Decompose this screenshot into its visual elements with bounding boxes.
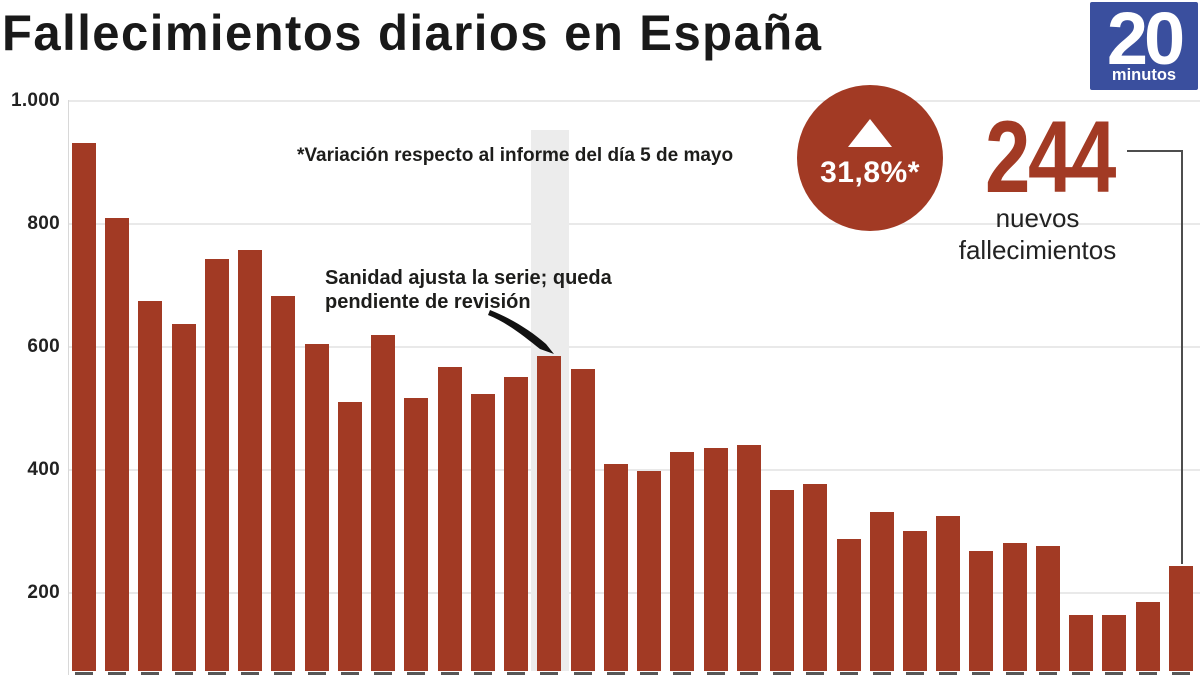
bar: [138, 301, 163, 671]
bar: [770, 490, 795, 671]
cropped-x-label-fragment: [241, 672, 260, 675]
footnote-variacion: *Variación respecto al informe del día 5…: [297, 145, 734, 166]
cropped-x-label-fragment: [773, 672, 792, 675]
bar: [803, 483, 828, 671]
bar: [736, 445, 761, 671]
bar: [404, 398, 429, 671]
cropped-x-label-fragment: [207, 672, 226, 675]
bar: [204, 259, 229, 671]
cropped-x-label-fragment: [473, 672, 492, 675]
cropped-x-label-fragment: [1171, 672, 1190, 675]
bar: [437, 367, 462, 671]
cropped-x-label-fragment: [75, 672, 93, 675]
cropped-x-label-fragment: [340, 672, 359, 675]
cropped-x-label-fragment: [407, 672, 426, 675]
y-axis-label: 800: [27, 213, 60, 234]
bar: [836, 538, 861, 671]
bar: [869, 512, 894, 671]
bar: [337, 402, 362, 671]
cropped-x-label-fragment: [939, 672, 958, 675]
caption-line1: nuevos: [995, 203, 1080, 233]
cropped-x-label-fragment: [673, 672, 692, 675]
gridline: [68, 469, 1200, 471]
cropped-x-label-fragment: [906, 672, 924, 675]
cropped-x-label-fragment: [307, 672, 326, 675]
triangle-up-icon: [848, 118, 892, 147]
bar: [603, 463, 628, 671]
bar: [238, 250, 263, 671]
logo-word: minutos: [1111, 66, 1177, 84]
bar: [72, 142, 96, 671]
cropped-x-label-fragment: [141, 672, 160, 675]
annotation-sanidad: Sanidad ajusta la serie; queda pendiente…: [325, 266, 612, 314]
bar: [637, 470, 662, 671]
y-axis-label: 200: [27, 582, 60, 603]
cropped-x-label-fragment: [573, 672, 592, 675]
new-deaths-number: 244: [985, 100, 1116, 214]
bar: [470, 394, 495, 671]
cropped-x-label-fragment: [1072, 672, 1091, 675]
cropped-x-label-fragment: [640, 672, 659, 675]
bar: [703, 448, 728, 671]
bar: [105, 218, 130, 671]
bar: [936, 516, 961, 671]
cropped-x-label-fragment: [606, 672, 625, 675]
cropped-x-label-fragment: [274, 672, 293, 675]
callout-connector-vertical: [1181, 150, 1183, 564]
cropped-x-label-fragment: [540, 672, 559, 675]
cropped-x-label-fragment: [374, 672, 393, 675]
change-badge: 31,8%*: [797, 85, 943, 231]
bar: [171, 324, 196, 671]
cropped-x-label-fragment: [174, 672, 193, 675]
bar: [1035, 546, 1060, 671]
cropped-x-label-fragment: [972, 672, 991, 675]
page-title: Fallecimientos diarios en España: [2, 5, 823, 61]
bar: [1168, 565, 1193, 671]
bar: [537, 356, 562, 671]
cropped-x-label-fragment: [1138, 672, 1157, 675]
bar: [504, 377, 529, 671]
cropped-x-label-fragment: [806, 672, 825, 675]
cropped-x-label-fragment: [872, 672, 891, 675]
bar: [670, 451, 695, 671]
y-axis-line: [68, 100, 69, 675]
annotation-sanidad-line1: Sanidad ajusta la serie; queda: [325, 267, 612, 289]
gridline: [68, 592, 1200, 594]
cropped-x-label-fragment: [108, 672, 127, 675]
cropped-x-label-fragment: [839, 672, 858, 675]
20minutos-logo: 20 minutos: [1090, 2, 1198, 90]
bar: [1069, 615, 1094, 671]
bar: [903, 530, 927, 671]
cropped-x-label-fragment: [1005, 672, 1024, 675]
cropped-x-label-fragment: [706, 672, 725, 675]
annotation-sanidad-line2: pendiente de revisión: [325, 291, 531, 313]
bar: [304, 343, 329, 671]
caption-line2: fallecimientos: [958, 235, 1117, 265]
y-axis-label: 600: [27, 336, 60, 357]
gridline: [68, 100, 1200, 102]
bar: [1135, 602, 1160, 671]
change-percentage: 31,8%*: [820, 155, 920, 189]
y-axis-label: 1.000: [10, 90, 60, 111]
bar: [271, 295, 296, 671]
annotation-arrow-icon: [488, 310, 554, 354]
callout-connector-horizontal: [1127, 150, 1183, 152]
cropped-x-label-fragment: [507, 672, 526, 675]
cropped-x-label-fragment: [1038, 672, 1057, 675]
logo-number: 20: [1106, 0, 1185, 80]
y-axis-label: 400: [27, 459, 60, 480]
gridline: [68, 346, 1200, 348]
bar: [1002, 543, 1027, 671]
bar: [570, 368, 595, 671]
bar: [969, 551, 994, 671]
gridline: [68, 223, 1200, 225]
cropped-x-label-fragment: [1105, 672, 1124, 675]
cropped-x-label-fragment: [739, 672, 758, 675]
cropped-x-label-fragment: [440, 672, 459, 675]
bar: [371, 335, 396, 671]
new-deaths-caption: nuevos fallecimientos: [945, 202, 1130, 266]
bar: [1102, 615, 1127, 671]
